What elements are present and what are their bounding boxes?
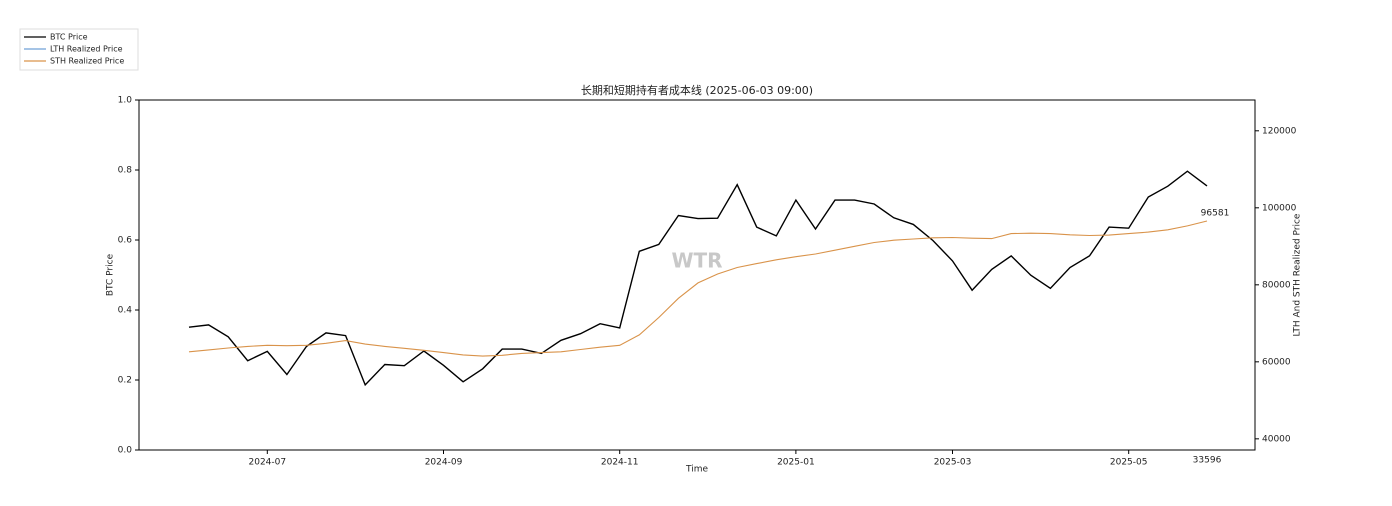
legend-label: LTH Realized Price <box>50 45 123 54</box>
legend-label: BTC Price <box>50 33 88 42</box>
y2-tick-label: 80000 <box>1262 280 1291 290</box>
y2-tick-label: 100000 <box>1262 203 1297 213</box>
chart-title: 长期和短期持有者成本线 (2025-06-03 09:00) <box>581 83 813 97</box>
x-tick-label: 2024-11 <box>601 458 639 468</box>
y2-axis-label: LTH And STH Realized Price <box>1293 213 1303 336</box>
x-tick-label: 2024-07 <box>249 458 287 468</box>
watermark: WTR <box>671 249 722 273</box>
footnote: 33596 <box>1193 456 1222 466</box>
x-tick-label: 2025-03 <box>934 458 972 468</box>
x-axis-label: Time <box>685 465 708 475</box>
x-tick-label: 2025-01 <box>777 458 815 468</box>
x-tick-label: 2024-09 <box>425 458 463 468</box>
y-tick-label: 1.0 <box>118 96 133 106</box>
y2-tick-label: 60000 <box>1262 357 1291 367</box>
x-tick-label: 2025-05 <box>1110 458 1148 468</box>
legend-label: STH Realized Price <box>50 57 124 66</box>
y2-tick-label: 120000 <box>1262 126 1297 136</box>
plot-frame <box>138 99 1256 451</box>
series-line <box>188 170 1208 387</box>
end-value-label: 96581 <box>1201 208 1230 218</box>
y-axis-label: BTC Price <box>106 253 116 296</box>
y-tick-label: 0.6 <box>118 236 133 246</box>
y2-tick-label: 40000 <box>1262 434 1291 444</box>
y-tick-label: 0.2 <box>118 376 132 386</box>
y-tick-label: 0.8 <box>118 166 133 176</box>
y-tick-label: 0.4 <box>118 306 133 316</box>
series-line <box>188 220 1208 357</box>
y-tick-label: 0.0 <box>118 446 133 456</box>
